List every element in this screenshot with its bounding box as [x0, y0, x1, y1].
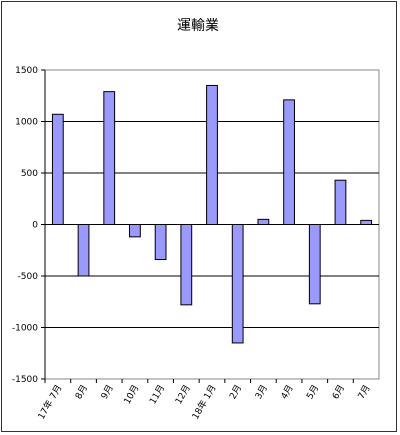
- bar: [231, 224, 244, 344]
- x-tick-label: 18年 1月: [189, 383, 218, 422]
- y-tick-label: 0: [32, 221, 38, 231]
- y-tick-label: 500: [21, 169, 38, 179]
- bar: [283, 99, 295, 225]
- x-tick-label: 5月: [304, 383, 321, 401]
- y-tick-label: -1000: [12, 324, 38, 334]
- x-tick-label: 10月: [122, 383, 142, 406]
- bar: [334, 179, 347, 226]
- x-tick-label: 17年 7月: [35, 383, 64, 422]
- bar: [206, 84, 218, 225]
- x-tick-label: 11月: [147, 383, 167, 406]
- y-tick-label: -1500: [12, 375, 38, 385]
- bar: [360, 219, 373, 226]
- chart-title: 運輸業: [177, 18, 219, 34]
- x-tick-label: 7月: [356, 383, 373, 401]
- bar: [180, 224, 193, 306]
- x-tick-label: 9月: [99, 383, 116, 401]
- x-tick-label: 8月: [73, 383, 90, 401]
- grid-lines: [44, 69, 380, 380]
- bar: [154, 224, 167, 261]
- bar: [308, 224, 321, 305]
- bar: [257, 218, 270, 226]
- x-tick-label: 4月: [279, 383, 296, 401]
- y-tick-label: 1000: [15, 118, 38, 128]
- y-axis-ticks: 1500 1000 500 0 -500 -1000 -1500: [12, 66, 46, 385]
- bars: [51, 84, 373, 344]
- y-tick-label: 1500: [15, 66, 38, 76]
- x-tick-label: 6月: [330, 383, 347, 401]
- x-tick-label: 2月: [227, 383, 244, 401]
- bar: [51, 113, 64, 225]
- bar: [103, 91, 116, 225]
- x-tick-label: 3月: [253, 383, 270, 401]
- bar: [77, 224, 90, 277]
- y-tick-label: -500: [18, 272, 39, 282]
- x-tick-label: 12月: [173, 383, 193, 406]
- bar: [129, 224, 141, 238]
